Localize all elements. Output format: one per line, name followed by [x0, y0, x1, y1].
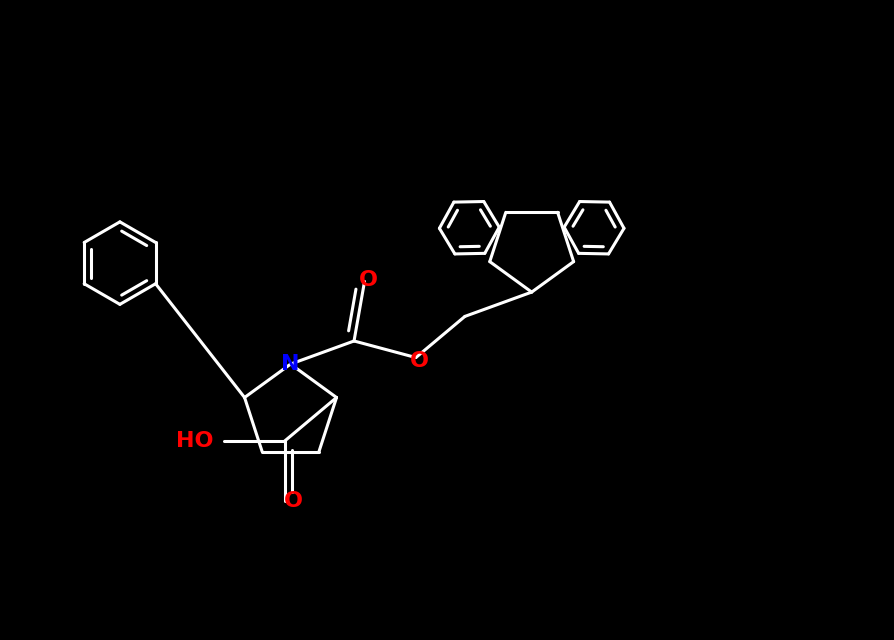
Text: O: O [283, 492, 303, 511]
Text: O: O [358, 270, 377, 290]
Text: HO: HO [176, 431, 214, 451]
Text: N: N [282, 354, 299, 374]
Text: O: O [410, 351, 429, 371]
